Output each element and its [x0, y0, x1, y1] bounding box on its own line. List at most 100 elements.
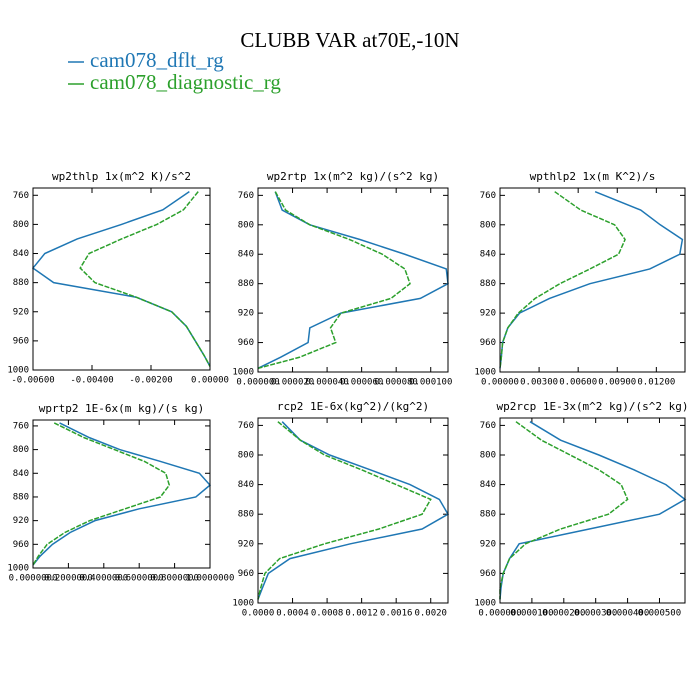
y-tick-label: 880 — [480, 510, 496, 520]
x-tick-label: 0.00900 — [598, 378, 636, 388]
profile-line — [499, 191, 626, 369]
x-tick-label: 0.000060 — [340, 378, 383, 388]
x-tick-label: 0.0000 — [242, 609, 275, 619]
y-tick-label: 840 — [238, 250, 254, 260]
x-tick-label: 0.000040 — [305, 378, 348, 388]
y-tick-label: 920 — [13, 307, 29, 317]
x-tick-label: 0.000400 — [606, 609, 649, 619]
y-tick-label: 840 — [480, 250, 496, 260]
y-tick-label: 760 — [480, 191, 496, 201]
x-tick-label: 0.000080 — [375, 378, 418, 388]
y-tick-label: 920 — [238, 539, 254, 549]
plot-frame — [257, 417, 449, 604]
profile-line — [32, 422, 171, 566]
plot-frame — [32, 419, 211, 569]
x-tick-label: 0.000500 — [638, 609, 681, 619]
figure-title: CLUBB VAR at70E,-10N — [240, 28, 459, 52]
y-tick-label: 1000 — [474, 599, 496, 609]
legend-entry: cam078_diagnostic_rg — [90, 70, 281, 94]
x-tick-label: 0.000300 — [574, 609, 617, 619]
y-tick-label: 920 — [480, 309, 496, 319]
y-tick-label: 960 — [238, 338, 254, 348]
x-tick-label: -0.00600 — [11, 376, 54, 386]
y-tick-label: 840 — [13, 249, 29, 259]
x-tick-label: 0.000100 — [409, 378, 452, 388]
profile-line — [257, 191, 411, 370]
panel-title: wp2rtp 1x(m^2 kg)/(s^2 kg) — [267, 170, 439, 183]
y-tick-label: 1000 — [7, 366, 29, 376]
x-tick-label: 0.00000 — [191, 376, 229, 386]
profile-line — [499, 421, 629, 600]
y-tick-label: 920 — [13, 516, 29, 526]
x-tick-label: 0.00300 — [520, 378, 558, 388]
y-tick-label: 840 — [480, 480, 496, 490]
x-tick-label: 0.000020 — [271, 378, 314, 388]
x-tick-label: -0.00200 — [129, 376, 172, 386]
x-tick-label: 0.2000000 — [44, 574, 93, 584]
y-tick-label: 960 — [480, 569, 496, 579]
profile-line — [79, 191, 211, 367]
y-tick-label: 1000 — [7, 564, 29, 574]
y-tick-label: 920 — [238, 309, 254, 319]
panel-title: wp2rcp 1E-3x(m^2 kg)/(s^2 kg) — [496, 400, 688, 413]
x-tick-label: 0.000000 — [478, 609, 521, 619]
profile-line — [257, 191, 449, 369]
x-tick-label: 0.000000 — [236, 378, 279, 388]
profile-line — [31, 191, 211, 367]
x-tick-label: 0.4000000 — [79, 574, 128, 584]
x-tick-label: -0.00400 — [70, 376, 113, 386]
y-tick-label: 800 — [480, 220, 496, 230]
y-tick-label: 760 — [13, 421, 29, 431]
x-tick-label: 0.00000 — [481, 378, 519, 388]
y-tick-label: 880 — [238, 510, 254, 520]
plot-frame — [499, 187, 686, 373]
y-tick-label: 760 — [480, 421, 496, 431]
plot-frame — [32, 187, 211, 371]
x-tick-label: 1.0000000 — [186, 574, 235, 584]
y-tick-label: 960 — [480, 338, 496, 348]
x-tick-label: 0.0000000 — [9, 574, 58, 584]
x-tick-label: 0.0016 — [380, 609, 413, 619]
panel-title: wprtp2 1E-6x(m kg)/(s kg) — [39, 402, 205, 415]
x-tick-label: 0.000100 — [510, 609, 553, 619]
legend-entry: cam078_dflt_rg — [90, 48, 224, 72]
plot-frame — [499, 417, 686, 604]
y-tick-label: 880 — [238, 279, 254, 289]
y-tick-label: 760 — [238, 191, 254, 201]
y-tick-label: 880 — [13, 278, 29, 288]
y-tick-label: 760 — [13, 191, 29, 201]
y-tick-label: 920 — [480, 539, 496, 549]
x-tick-label: 0.6000000 — [115, 574, 164, 584]
y-tick-label: 880 — [480, 279, 496, 289]
panel-title: wpthlp2 1x(m K^2)/s — [530, 170, 656, 183]
y-tick-label: 800 — [13, 445, 29, 455]
y-tick-label: 800 — [13, 220, 29, 230]
y-tick-label: 1000 — [232, 368, 254, 378]
panel-title: rcp2 1E-6x(kg^2)/(kg^2) — [277, 400, 429, 413]
x-tick-label: 0.0020 — [414, 609, 447, 619]
x-tick-label: 0.0004 — [276, 609, 309, 619]
y-tick-label: 960 — [13, 336, 29, 346]
profile-line — [499, 421, 687, 600]
y-tick-label: 880 — [13, 492, 29, 502]
x-tick-label: 0.01200 — [637, 378, 675, 388]
y-tick-label: 1000 — [232, 599, 254, 609]
x-tick-label: 0.8000000 — [150, 574, 199, 584]
y-tick-label: 800 — [480, 451, 496, 461]
panel-title: wp2thlp 1x(m^2 K)/s^2 — [52, 170, 191, 183]
x-tick-label: 0.00600 — [559, 378, 597, 388]
y-tick-label: 800 — [238, 220, 254, 230]
profile-line — [257, 421, 432, 600]
x-tick-label: 0.000200 — [542, 609, 585, 619]
profile-line — [32, 422, 212, 566]
y-tick-label: 960 — [13, 540, 29, 550]
y-tick-label: 800 — [238, 451, 254, 461]
y-tick-label: 760 — [238, 421, 254, 431]
profile-line — [257, 421, 450, 600]
y-tick-label: 960 — [238, 569, 254, 579]
x-tick-label: 0.0008 — [311, 609, 344, 619]
y-tick-label: 1000 — [474, 368, 496, 378]
x-tick-label: 0.0012 — [345, 609, 378, 619]
plot-frame — [257, 187, 449, 373]
y-tick-label: 840 — [13, 469, 29, 479]
